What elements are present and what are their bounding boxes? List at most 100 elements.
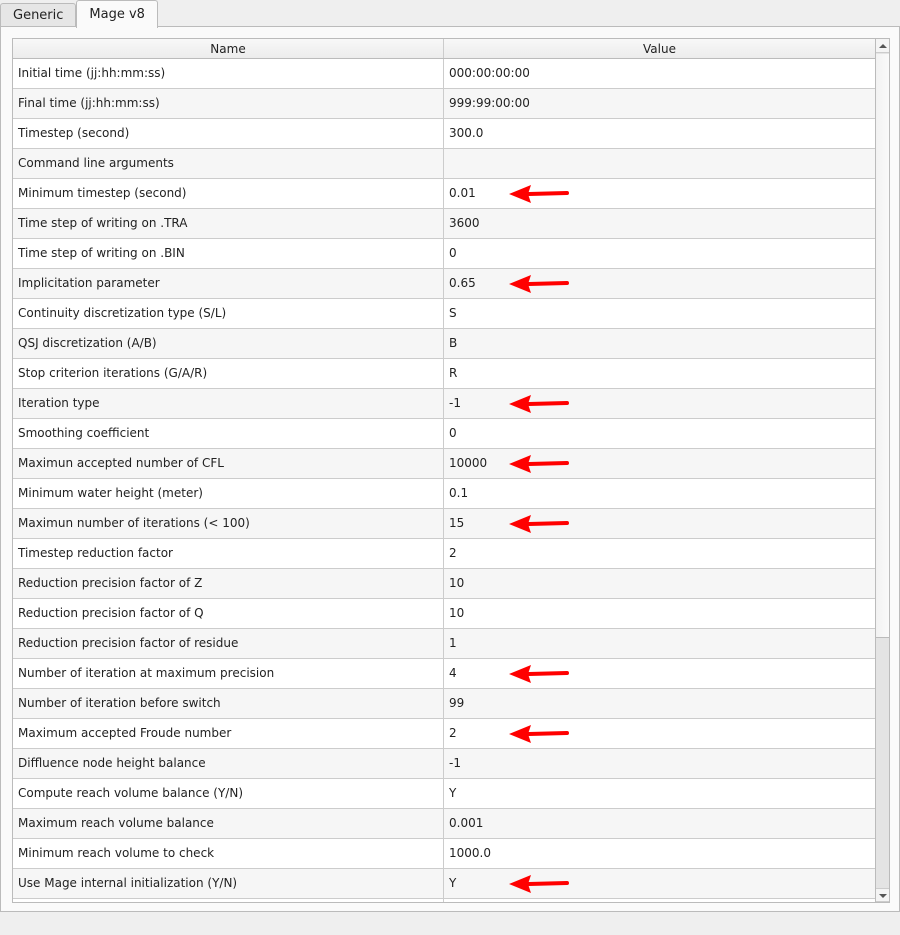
scroll-down-button[interactable] [876,888,889,902]
param-value[interactable] [444,149,875,178]
param-name: Timestep reduction factor [13,539,444,568]
param-value[interactable]: 999:99:00:00 [449,96,530,110]
tab-bar: Generic Mage v8 [0,0,158,28]
param-name: Timestep (second) [13,119,444,148]
table-row[interactable]: Minimum reach volume to check 1000.0 [13,839,875,869]
table-row[interactable]: Reduction precision factor of Z 10 [13,569,875,599]
param-name: Reduction precision factor of residue [13,629,444,658]
param-name: Maximum reach volume balance [13,809,444,838]
table-row[interactable]: Continuity discretization type (S/L) S [13,299,875,329]
tab-panel: Name Value Initial time (jj:hh:mm:ss) 000… [0,26,900,912]
param-value[interactable]: 2 [449,726,457,740]
param-value[interactable]: 15 [449,516,465,530]
table-row[interactable]: Reduction precision factor of Q 10 [13,599,875,629]
table-row[interactable]: Use Mage internal initialization (Y/N) Y [13,869,875,899]
table-row[interactable]: Initial time (jj:hh:mm:ss) 000:00:00:00 [13,59,875,89]
param-name: Command line arguments [13,149,444,178]
table-row[interactable]: Command line arguments [13,149,875,179]
table-row[interactable]: Compute reach volume balance (Y/N) Y [13,779,875,809]
param-name: Implicitation parameter [13,269,444,298]
table-row[interactable]: Diffluence node height balance -1 [13,749,875,779]
table-row[interactable]: Iteration type -1 [13,389,875,419]
tab-generic[interactable]: Generic [0,3,77,27]
param-name: Reduction precision factor of Q [13,599,444,628]
arrow-up-icon [879,44,887,48]
param-value[interactable]: 2 [449,546,457,560]
param-value[interactable]: 10 [449,576,465,590]
table-row[interactable]: Time step of writing on .BIN 0 [13,239,875,269]
red-arrow-annotation-icon [509,515,569,533]
column-header-value[interactable]: Value [643,42,676,56]
param-value[interactable]: 99 [449,696,465,710]
table-row[interactable]: Maximum accepted Froude number 2 [13,719,875,749]
param-value[interactable]: 000:00:00:00 [449,66,530,80]
parameters-table: Name Value Initial time (jj:hh:mm:ss) 000… [12,38,890,903]
param-name: Reduction precision factor of Z [13,569,444,598]
param-value[interactable] [444,899,875,902]
param-value[interactable]: Y [449,786,457,800]
table-row[interactable]: Minimum water height (meter) 0.1 [13,479,875,509]
table-row[interactable]: Smoothing coefficient 0 [13,419,875,449]
param-name: Maximum accepted Froude number [13,719,444,748]
table-row[interactable]: Timestep (second) 300.0 [13,119,875,149]
param-name: Time step of writing on .BIN [13,239,444,268]
table-row[interactable]: Maximun number of iterations (< 100) 15 [13,509,875,539]
arrow-down-icon [879,894,887,898]
table-row[interactable]: Number of iteration before switch 99 [13,689,875,719]
red-arrow-annotation-icon [509,725,569,743]
red-arrow-annotation-icon [509,185,569,203]
param-value[interactable]: 3600 [449,216,480,230]
param-value[interactable]: -1 [449,756,461,770]
scroll-up-button[interactable] [876,39,889,53]
param-value[interactable]: 0.01 [449,186,476,200]
param-name: Continuity discretization type (S/L) [13,299,444,328]
param-name: Maximun accepted number of CFL [13,449,444,478]
red-arrow-annotation-icon [509,455,569,473]
column-header-name[interactable]: Name [13,39,444,58]
param-value[interactable]: 4 [449,666,457,680]
param-value[interactable]: 0.001 [449,816,484,830]
red-arrow-annotation-icon [509,275,569,293]
param-value[interactable]: 0.1 [449,486,469,500]
param-name: Number of iteration before switch [13,689,444,718]
param-value[interactable]: B [449,336,458,350]
param-value[interactable]: Y [449,876,457,890]
param-value[interactable]: R [449,366,458,380]
param-name: Maximun number of iterations (< 100) [13,509,444,538]
param-name: Stop criterion iterations (G/A/R) [13,359,444,388]
table-header: Name Value [13,39,875,59]
table-row[interactable]: Maximum reach volume balance 0.001 [13,809,875,839]
table-row[interactable]: Reduction precision factor of residue 1 [13,629,875,659]
param-value[interactable]: 1 [449,636,457,650]
param-name: Minimum timestep (second) [13,179,444,208]
table-row[interactable]: Time step of writing on .TRA 3600 [13,209,875,239]
param-value[interactable]: 0 [449,426,457,440]
vertical-scrollbar[interactable] [875,39,889,902]
param-value[interactable]: 1000.0 [449,846,491,860]
param-name: QSJ discretization (A/B) [13,329,444,358]
param-value[interactable]: 300.0 [449,126,484,140]
table-row[interactable]: Minimum timestep (second) 0.01 [13,179,875,209]
param-value[interactable]: S [449,306,457,320]
param-name: Iteration type [13,389,444,418]
param-value[interactable]: -1 [449,396,461,410]
param-value[interactable]: 0.65 [449,276,476,290]
table-row[interactable]: Timestep reduction factor 2 [13,539,875,569]
table-row[interactable]: Stop criterion iterations (G/A/R) R [13,359,875,389]
param-name: Initial time (jj:hh:mm:ss) [13,59,444,88]
table-row[interactable]: Number of iteration at maximum precision… [13,659,875,689]
red-arrow-annotation-icon [509,665,569,683]
table-row[interactable]: Implicitation parameter 0.65 [13,269,875,299]
param-value[interactable]: 0 [449,246,457,260]
scrollbar-handle[interactable] [876,54,889,638]
param-name: Number of iteration at maximum precision [13,659,444,688]
param-name: Minimum water height (meter) [13,479,444,508]
param-name: Use Mage internal initialization (Y/N) [13,869,444,898]
param-value[interactable]: 10 [449,606,465,620]
table-row[interactable]: Maximun accepted number of CFL 10000 [13,449,875,479]
table-row[interactable]: Final time (jj:hh:mm:ss) 999:99:00:00 [13,89,875,119]
table-row[interactable]: QSJ discretization (A/B) B [13,329,875,359]
tab-mage-v8[interactable]: Mage v8 [76,0,158,28]
table-row[interactable] [13,899,875,902]
param-value[interactable]: 10000 [449,456,488,470]
